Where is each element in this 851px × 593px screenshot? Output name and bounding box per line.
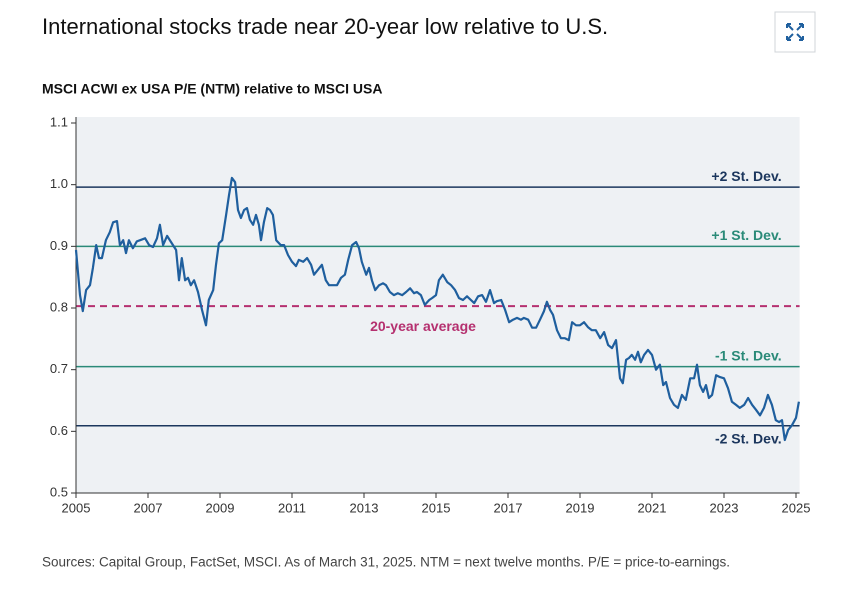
y-tick-label: 0.6 [50,423,68,438]
x-tick-label: 2017 [494,500,523,515]
reference-label: -1 St. Dev. [715,347,782,363]
expand-icon[interactable] [786,23,804,41]
plot-background [76,117,800,493]
chart-title: International stocks trade near 20-year … [42,14,608,39]
y-tick-label: 0.8 [50,299,68,314]
expand-button[interactable] [774,11,816,53]
x-tick-label: 2007 [134,500,163,515]
x-tick-label: 2013 [350,500,379,515]
reference-label: -2 St. Dev. [715,430,782,446]
reference-label: +1 St. Dev. [711,227,781,243]
y-tick-label: 0.9 [50,238,68,253]
x-tick-label: 2005 [62,500,91,515]
reference-label: +2 St. Dev. [711,168,781,184]
x-tick-label: 2021 [638,500,667,515]
x-tick-label: 2023 [710,500,739,515]
x-tick-label: 2025 [782,500,811,515]
expand-box[interactable] [774,11,816,53]
x-tick-label: 2019 [566,500,595,515]
x-tick-label: 2009 [206,500,235,515]
x-tick-label: 2015 [422,500,451,515]
y-tick-label: 0.7 [50,361,68,376]
reference-label: 20-year average [370,318,476,334]
y-tick-label: 1.0 [50,176,68,191]
source-note: Sources: Capital Group, FactSet, MSCI. A… [42,555,730,570]
data-line [74,176,800,442]
x-tick-label: 2011 [278,500,306,515]
y-tick-label: 1.1 [50,114,68,129]
chart-subtitle: MSCI ACWI ex USA P/E (NTM) relative to M… [42,81,382,97]
y-tick-label: 0.5 [50,484,68,499]
